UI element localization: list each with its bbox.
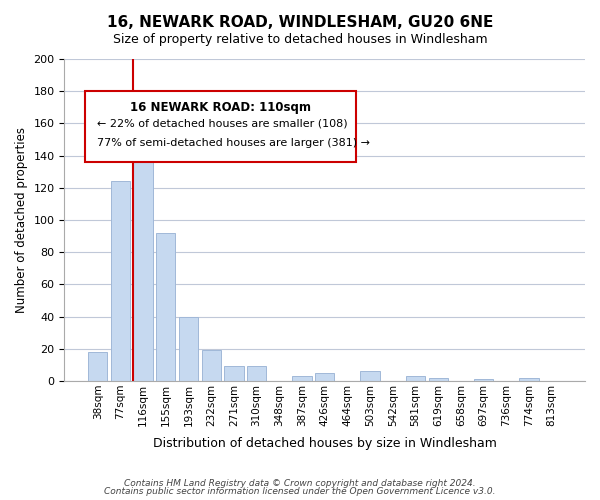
Bar xyxy=(406,376,425,381)
Bar xyxy=(247,366,266,381)
Bar xyxy=(88,352,107,381)
Y-axis label: Number of detached properties: Number of detached properties xyxy=(15,127,28,313)
Bar xyxy=(520,378,539,381)
Bar xyxy=(202,350,221,381)
Text: Size of property relative to detached houses in Windlesham: Size of property relative to detached ho… xyxy=(113,32,487,46)
Text: Contains HM Land Registry data © Crown copyright and database right 2024.: Contains HM Land Registry data © Crown c… xyxy=(124,478,476,488)
FancyBboxPatch shape xyxy=(85,91,356,162)
Bar xyxy=(361,372,380,381)
Bar xyxy=(315,373,334,381)
Bar xyxy=(133,125,153,381)
Text: Contains public sector information licensed under the Open Government Licence v3: Contains public sector information licen… xyxy=(104,487,496,496)
Text: 77% of semi-detached houses are larger (381) →: 77% of semi-detached houses are larger (… xyxy=(97,138,370,148)
Bar xyxy=(224,366,244,381)
Bar xyxy=(428,378,448,381)
Text: ← 22% of detached houses are smaller (108): ← 22% of detached houses are smaller (10… xyxy=(97,118,347,128)
Bar xyxy=(156,233,175,381)
Text: 16, NEWARK ROAD, WINDLESHAM, GU20 6NE: 16, NEWARK ROAD, WINDLESHAM, GU20 6NE xyxy=(107,15,493,30)
Bar xyxy=(111,182,130,381)
Bar xyxy=(292,376,311,381)
Bar xyxy=(179,316,198,381)
Text: 16 NEWARK ROAD: 110sqm: 16 NEWARK ROAD: 110sqm xyxy=(130,101,311,114)
X-axis label: Distribution of detached houses by size in Windlesham: Distribution of detached houses by size … xyxy=(153,437,497,450)
Bar xyxy=(474,380,493,381)
